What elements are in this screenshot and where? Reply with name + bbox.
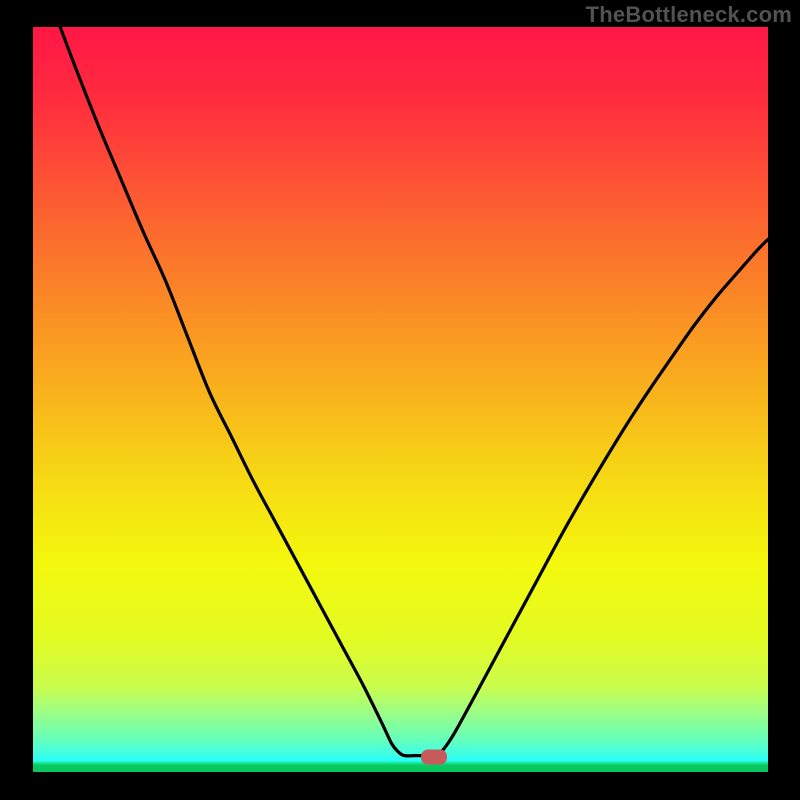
- curve-layer: [33, 27, 768, 772]
- optimal-point-marker: [421, 750, 447, 765]
- bottleneck-curve: [60, 27, 768, 756]
- watermark-text: TheBottleneck.com: [586, 2, 792, 28]
- bottleneck-plot: [33, 27, 768, 772]
